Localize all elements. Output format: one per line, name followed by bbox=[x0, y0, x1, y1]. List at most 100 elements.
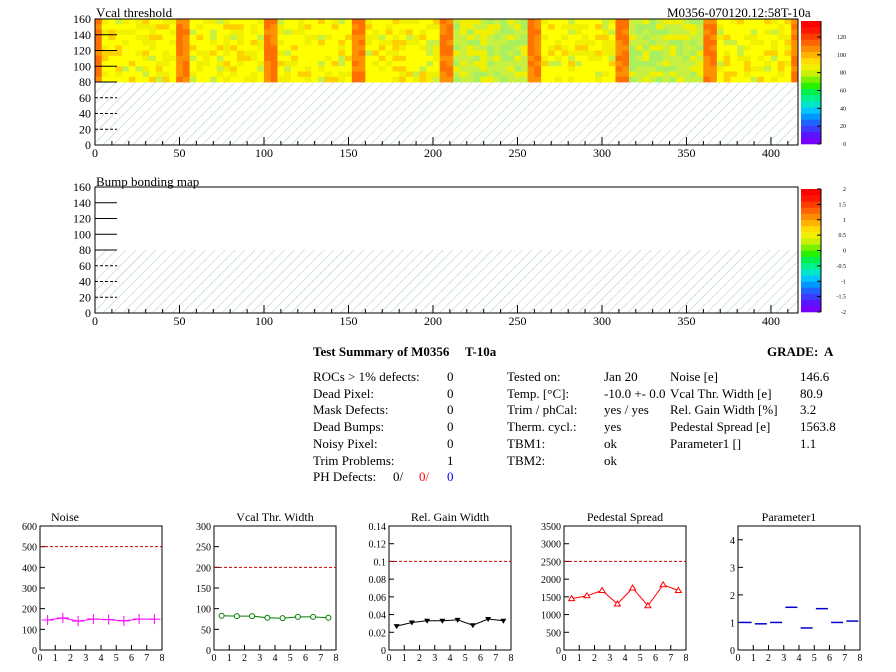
data-point bbox=[674, 586, 683, 593]
x-tick-label: 0 bbox=[92, 314, 98, 328]
colorbar-tick-label: 100 bbox=[837, 53, 846, 59]
data-point bbox=[325, 614, 332, 621]
colorbar-tick-label: 80 bbox=[840, 71, 846, 77]
chart-frame bbox=[388, 525, 512, 651]
y-tick-label: 50 bbox=[201, 625, 211, 636]
x-tick-label: 8 bbox=[160, 653, 165, 664]
defect-value: 0 bbox=[447, 419, 454, 435]
data-point bbox=[582, 591, 591, 599]
chart-title: Pedestal Spread bbox=[587, 510, 663, 524]
y-tick-label: 3000 bbox=[541, 540, 561, 551]
color-scale-bar bbox=[801, 21, 821, 145]
y-tick-label: 0 bbox=[381, 646, 386, 657]
y-tick-label: 0 bbox=[206, 646, 211, 657]
y-tick-label: 0.04 bbox=[369, 611, 387, 622]
data-point bbox=[148, 614, 161, 625]
y-tick-label: 0 bbox=[85, 306, 91, 320]
x-tick-label: 1 bbox=[227, 653, 232, 664]
y-tick-label: 160 bbox=[73, 180, 91, 194]
x-tick-label: 250 bbox=[508, 314, 526, 328]
y-tick-label: 150 bbox=[196, 584, 211, 595]
x-tick-label: 8 bbox=[684, 653, 689, 664]
y-tick-label: 1000 bbox=[541, 611, 561, 622]
data-point bbox=[485, 617, 492, 622]
x-tick-label: 1 bbox=[402, 653, 407, 664]
x-tick-label: 50 bbox=[173, 146, 185, 160]
colorbar-tick-label: -2 bbox=[841, 310, 846, 316]
y-tick-label: 0 bbox=[32, 646, 37, 657]
y-tick-label: 60 bbox=[79, 91, 91, 105]
chart-frame bbox=[39, 525, 163, 651]
colorbar-tick-label: 0 bbox=[843, 249, 846, 255]
data-point bbox=[567, 594, 576, 602]
y-tick-label: 120 bbox=[73, 212, 91, 226]
param-value: 80.9 bbox=[800, 385, 823, 401]
param-value: 1563.8 bbox=[800, 419, 836, 435]
x-tick-label: 400 bbox=[762, 146, 780, 160]
data-point bbox=[500, 618, 507, 624]
series-line bbox=[571, 584, 679, 607]
y-tick-label: 40 bbox=[79, 275, 91, 289]
chart-title: Noise bbox=[51, 510, 79, 524]
data-point bbox=[249, 613, 256, 620]
x-tick-label: 5 bbox=[638, 653, 643, 664]
test-value: yes bbox=[604, 419, 622, 435]
y-tick-label: 20 bbox=[79, 122, 91, 136]
test-label: Tested on: bbox=[507, 369, 561, 384]
x-tick-label: 3 bbox=[257, 653, 262, 664]
y-tick-label: 160 bbox=[73, 12, 91, 26]
summary-title: Test Summary of M0356 bbox=[313, 344, 450, 359]
data-point bbox=[439, 618, 446, 624]
y-tick-label: 200 bbox=[22, 605, 37, 616]
defect-value: 0 bbox=[447, 369, 454, 384]
x-tick-label: 7 bbox=[842, 653, 847, 664]
data-point bbox=[56, 612, 69, 623]
param-label: Rel. Gain Width [%] bbox=[670, 402, 778, 418]
colorbar-tick-label: 1 bbox=[843, 218, 846, 224]
colorbar-tick-label: -1.5 bbox=[837, 295, 847, 301]
x-tick-label: 5 bbox=[812, 653, 817, 664]
x-tick-label: 3 bbox=[781, 653, 786, 664]
x-tick-label: 4 bbox=[448, 653, 453, 664]
x-tick-label: 250 bbox=[508, 146, 526, 160]
defect-label: ROCs > 1% defects: bbox=[313, 369, 420, 384]
x-tick-label: 100 bbox=[255, 146, 273, 160]
y-tick-label: 140 bbox=[73, 28, 91, 42]
chart-title: Parameter1 bbox=[762, 510, 817, 524]
y-tick-label: 3 bbox=[730, 563, 735, 574]
x-tick-label: 6 bbox=[653, 653, 658, 664]
chart-title: Vcal Thr. Width bbox=[236, 510, 313, 524]
data-point bbox=[294, 613, 301, 620]
data-point bbox=[659, 580, 668, 588]
x-tick-label: 7 bbox=[493, 653, 498, 664]
ph-defects-label: PH Defects: bbox=[313, 469, 377, 484]
heatmap-cells bbox=[95, 19, 799, 83]
chart-frame bbox=[213, 525, 337, 651]
y-tick-label: 1500 bbox=[541, 593, 561, 604]
x-tick-label: 6 bbox=[827, 653, 832, 664]
x-tick-label: 200 bbox=[424, 146, 442, 160]
x-tick-label: 8 bbox=[334, 653, 339, 664]
colorbar-tick-label: 2 bbox=[843, 187, 846, 193]
data-point bbox=[469, 623, 476, 629]
chart-3: Pedestal Spread 0 500 1000 1500 2000 2500 3000 3… bbox=[541, 510, 689, 664]
test-label: Trim / phCal: bbox=[507, 402, 578, 418]
x-tick-label: 8 bbox=[509, 653, 514, 664]
y-tick-label: 140 bbox=[73, 196, 91, 210]
defect-value: 0 bbox=[447, 435, 454, 451]
x-tick-label: 2 bbox=[766, 653, 771, 664]
chart-2: Rel. Gain Width 0 0.02 0.04 0.06 0.08 0.1 0.12 0… bbox=[369, 510, 514, 664]
colorbar-tick-label: 120 bbox=[837, 35, 846, 41]
data-point bbox=[598, 586, 607, 593]
colorbar-tick-label: -1 bbox=[841, 279, 846, 285]
chart-frame bbox=[737, 525, 861, 651]
x-tick-label: 0 bbox=[736, 653, 741, 664]
y-tick-label: 0.06 bbox=[369, 593, 387, 604]
x-tick-label: 4 bbox=[797, 653, 802, 664]
y-tick-label: 20 bbox=[79, 290, 91, 304]
colorbar-tick-label: 0.5 bbox=[839, 233, 847, 239]
x-tick-label: 50 bbox=[173, 314, 185, 328]
defect-value: 0 bbox=[447, 402, 454, 418]
